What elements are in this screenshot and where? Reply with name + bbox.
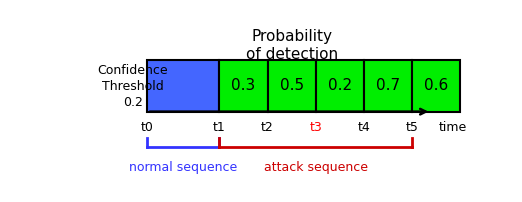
Text: t2: t2 bbox=[261, 121, 274, 134]
FancyBboxPatch shape bbox=[219, 60, 268, 112]
Text: t0: t0 bbox=[141, 121, 153, 134]
Text: 0.2: 0.2 bbox=[328, 78, 352, 93]
Text: t5: t5 bbox=[406, 121, 419, 134]
Text: attack sequence: attack sequence bbox=[264, 161, 367, 174]
Text: time: time bbox=[438, 121, 467, 134]
Text: normal sequence: normal sequence bbox=[129, 161, 238, 174]
Text: t3: t3 bbox=[310, 121, 322, 134]
Text: Probability
of detection: Probability of detection bbox=[245, 29, 338, 62]
FancyBboxPatch shape bbox=[316, 60, 364, 112]
FancyBboxPatch shape bbox=[364, 60, 412, 112]
FancyBboxPatch shape bbox=[268, 60, 316, 112]
Text: 0.5: 0.5 bbox=[280, 78, 304, 93]
Text: Confidence
Threshold
0.2: Confidence Threshold 0.2 bbox=[98, 64, 168, 109]
Text: 0.6: 0.6 bbox=[424, 78, 448, 93]
FancyBboxPatch shape bbox=[412, 60, 460, 112]
FancyBboxPatch shape bbox=[147, 60, 219, 112]
Text: t1: t1 bbox=[213, 121, 226, 134]
Text: 0.7: 0.7 bbox=[376, 78, 400, 93]
Text: t4: t4 bbox=[358, 121, 370, 134]
Text: 0.3: 0.3 bbox=[231, 78, 256, 93]
